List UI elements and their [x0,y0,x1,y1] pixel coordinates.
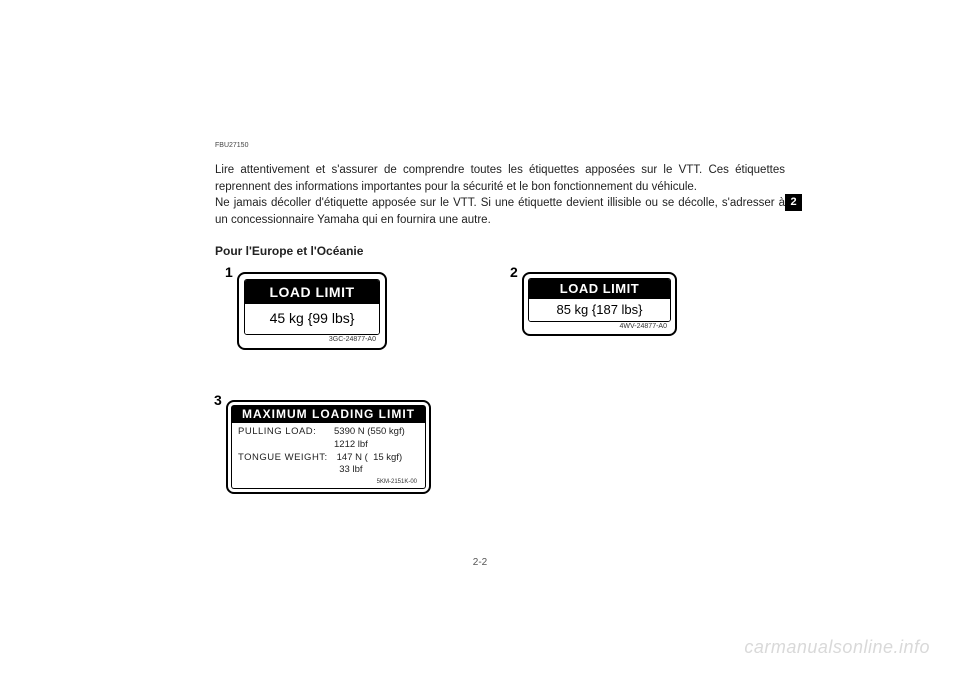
reference-code: FBU27150 [215,142,248,149]
tongue-weight-value-1: 147 N ( 15 kgf) [334,452,419,465]
label-2-number: 2 [510,264,518,280]
page-number: 2-2 [0,557,960,568]
pulling-load-value-1: 5390 N (550 kgf) [334,426,419,439]
label-3-header: MAXIMUM LOADING LIMIT [231,405,426,423]
label-2-part-number: 4WV-24877-A0 [528,322,671,330]
manual-page: FBU27150 Lire attentivement et s'assurer… [0,0,960,678]
empty-key [238,439,334,452]
pulling-load-key: PULLING LOAD: [238,426,334,439]
label-2-header: LOAD LIMIT [529,279,670,299]
tongue-weight-value-2: 33 lbf [334,464,419,477]
label-1-number: 1 [225,264,233,280]
label-2-group: 2 LOAD LIMIT 85 kg {187 lbs} 4WV-24877-A… [510,264,677,336]
label-1-part-number: 3GC-24877-A0 [244,335,380,343]
label-3-group: 3 MAXIMUM LOADING LIMIT PULLING LOAD: 53… [214,392,431,494]
max-loading-limit-label: MAXIMUM LOADING LIMIT PULLING LOAD: 5390… [226,400,431,494]
paragraph-2: Ne jamais décoller d'étiquette apposée s… [215,197,785,226]
watermark-text: carmanualsonline.info [744,637,930,658]
chapter-tab: 2 [785,194,802,211]
load-limit-label-1: LOAD LIMIT 45 kg {99 lbs} 3GC-24877-A0 [237,272,387,350]
label-3-part-number: 5KM-2151K-00 [238,478,419,486]
label-2-value: 85 kg {187 lbs} [529,299,670,321]
label-3-number: 3 [214,392,222,408]
label-1-group: 1 LOAD LIMIT 45 kg {99 lbs} 3GC-24877-A0 [225,264,387,350]
region-subtitle: Pour l'Europe et l'Océanie [215,244,363,258]
label-1-value: 45 kg {99 lbs} [245,304,379,334]
tongue-weight-key: TONGUE WEIGHT: [238,452,334,465]
pulling-load-value-2: 1212 lbf [334,439,419,452]
body-paragraphs: Lire attentivement et s'assurer de compr… [215,162,785,229]
label-1-header: LOAD LIMIT [245,280,379,304]
paragraph-1: Lire attentivement et s'assurer de compr… [215,164,785,193]
empty-key-2 [238,464,334,477]
load-limit-label-2: LOAD LIMIT 85 kg {187 lbs} 4WV-24877-A0 [522,272,677,336]
